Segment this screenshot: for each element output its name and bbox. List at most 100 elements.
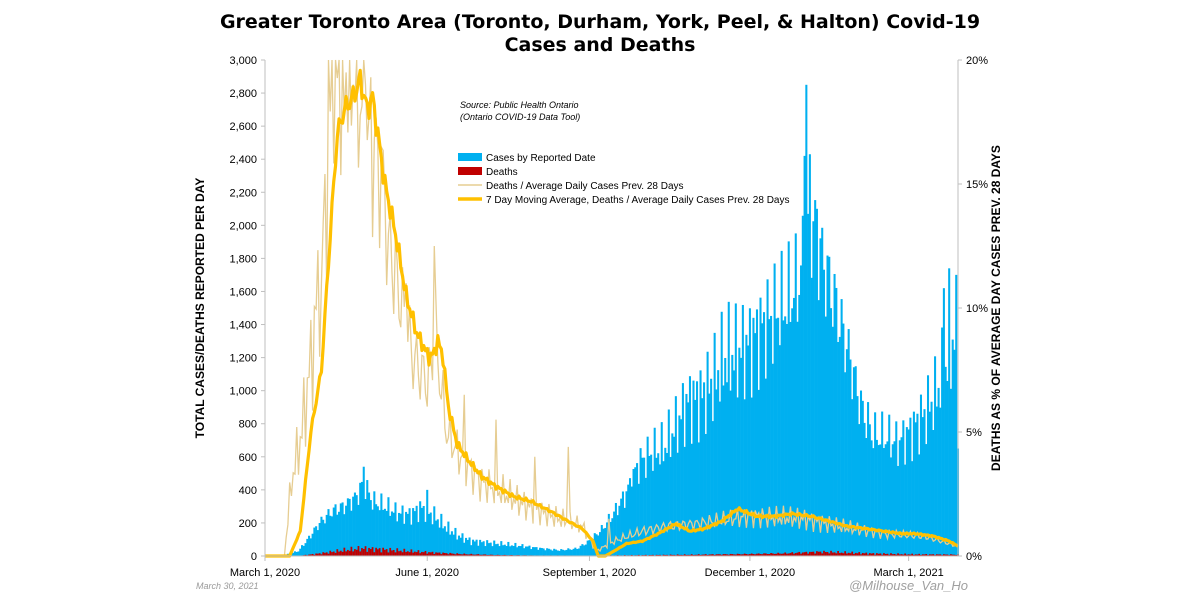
cases-bar	[852, 367, 855, 556]
cases-bar	[926, 375, 930, 556]
cases-bar	[854, 366, 857, 556]
deaths-bar	[911, 553, 914, 556]
deaths-bar	[433, 553, 436, 556]
cases-bar	[572, 548, 575, 556]
cases-bar	[888, 414, 891, 556]
deaths-bar	[669, 554, 672, 556]
cases-bar	[773, 263, 776, 556]
cases-bar	[657, 453, 660, 556]
cases-bar	[662, 461, 665, 556]
cases-series	[265, 84, 960, 557]
y-tick-label: 2,800	[229, 88, 257, 100]
y-tick-label: 1,600	[229, 286, 257, 298]
deaths-bar	[655, 554, 658, 556]
cases-bar	[378, 510, 381, 556]
deaths-bar	[666, 554, 668, 556]
cases-bar	[459, 537, 462, 556]
legend-label-ratio-7day: 7 Day Moving Average, Deaths / Average D…	[486, 195, 790, 206]
cases-bar	[768, 319, 771, 556]
deaths-bar	[488, 554, 490, 556]
cases-bar	[628, 478, 632, 556]
deaths-bar	[944, 554, 947, 556]
cases-bar	[851, 399, 854, 556]
cases-bar	[708, 393, 711, 556]
deaths-bar	[823, 550, 825, 556]
cases-bar	[658, 464, 662, 556]
cases-bar	[814, 200, 817, 556]
deaths-bar	[436, 552, 439, 556]
deaths-bar	[733, 554, 735, 556]
x-tick-label: December 1, 2020	[705, 567, 796, 579]
cases-bar	[937, 387, 940, 556]
deaths-bar	[768, 554, 771, 556]
cases-bar	[343, 514, 346, 556]
deaths-bar	[847, 552, 850, 556]
cases-bar	[433, 506, 436, 556]
cases-bar	[621, 491, 624, 556]
cases-bar	[463, 542, 466, 556]
cases-bar	[810, 277, 813, 556]
cases-bar	[636, 463, 639, 556]
cases-bar	[561, 549, 565, 556]
cases-bar	[415, 505, 418, 556]
y-tick-label: 1,000	[229, 386, 257, 398]
cases-bar	[503, 544, 506, 556]
deaths-bar	[325, 552, 328, 556]
cases-bar	[831, 326, 834, 556]
deaths-bar	[789, 553, 792, 556]
cases-bar	[533, 547, 536, 556]
cases-bar	[861, 400, 864, 556]
cases-bar	[387, 497, 390, 556]
cases-bar	[385, 510, 388, 556]
deaths-bar	[662, 554, 665, 556]
deaths-bar	[449, 552, 452, 556]
cases-bar	[553, 548, 556, 556]
deaths-bar	[451, 553, 453, 556]
deaths-bar	[805, 551, 808, 556]
cases-bar	[884, 444, 887, 556]
cases-bar	[438, 527, 441, 556]
deaths-bar	[757, 553, 760, 556]
cases-bar	[526, 546, 529, 556]
cases-bar	[738, 347, 741, 556]
deaths-bar	[858, 552, 861, 556]
deaths-bar	[853, 553, 855, 556]
cases-bar	[881, 411, 884, 556]
deaths-bar	[951, 554, 954, 556]
deaths-bar	[308, 554, 310, 556]
cases-bar	[741, 304, 744, 556]
deaths-bar	[810, 551, 813, 556]
deaths-bar	[780, 553, 783, 556]
deaths-bar	[888, 554, 891, 556]
cases-bar	[842, 323, 845, 556]
deaths-bar	[481, 554, 483, 556]
cases-bar	[477, 545, 480, 556]
cases-bar	[338, 511, 341, 556]
deaths-bar	[727, 554, 730, 556]
cases-bar	[711, 421, 714, 556]
deaths-bar	[694, 554, 697, 556]
cases-bar	[364, 499, 367, 556]
cases-bar	[408, 508, 411, 556]
cases-bar	[928, 411, 931, 556]
cases-bar	[450, 531, 453, 556]
deaths-bar	[676, 554, 679, 556]
deaths-bar	[697, 554, 700, 556]
cases-bar	[867, 402, 870, 556]
cases-bar	[641, 457, 644, 556]
deaths-bar	[496, 554, 499, 556]
cases-bar	[815, 208, 818, 557]
deaths-bar	[791, 552, 794, 556]
cases-bar	[507, 541, 510, 556]
deaths-bar	[784, 552, 787, 556]
deaths-bar	[736, 553, 739, 556]
deaths-bar	[782, 553, 785, 556]
deaths-bar	[846, 553, 848, 556]
cases-bar	[886, 441, 889, 556]
deaths-bar	[648, 554, 651, 556]
deaths-bar	[438, 552, 441, 556]
cases-bar	[366, 480, 369, 556]
cases-bar	[822, 269, 826, 556]
legend-label-cases: Cases by Reported Date	[486, 153, 596, 164]
cases-bar	[868, 424, 871, 556]
